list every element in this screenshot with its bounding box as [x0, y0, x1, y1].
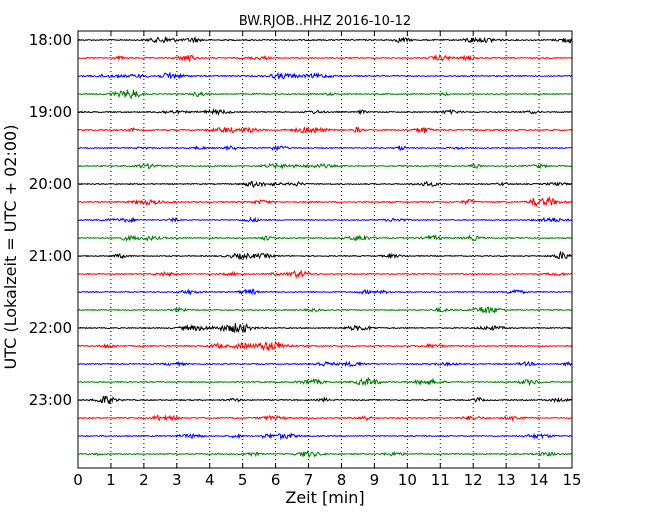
- x-tick-label: 2: [139, 471, 149, 489]
- x-tick-label: 7: [304, 471, 314, 489]
- y-axis-ticks: 18:00 19:00 20:00 21:00 22:00 23:00: [29, 31, 572, 409]
- trace-line: [77, 107, 573, 116]
- x-tick-label: 8: [337, 471, 347, 489]
- trace-line: [77, 53, 573, 63]
- x-tick-label: 5: [238, 471, 248, 489]
- trace-line: [77, 340, 573, 352]
- trace-line: [77, 162, 573, 170]
- x-tick-label: 12: [464, 471, 483, 489]
- x-tick-label: 10: [398, 471, 417, 489]
- x-tick-label: 15: [562, 471, 581, 489]
- y-tick-label: 19:00: [29, 103, 72, 121]
- trace-line: [77, 288, 573, 296]
- trace-line: [77, 269, 573, 280]
- trace-line: [77, 360, 573, 368]
- x-tick-label: 6: [271, 471, 281, 489]
- x-tick-label: 9: [370, 471, 380, 489]
- trace-line: [77, 195, 573, 208]
- trace-line: [77, 395, 573, 405]
- trace-line: [77, 250, 572, 261]
- trace-line: [77, 216, 573, 224]
- x-tick-label: 1: [106, 471, 116, 489]
- y-tick-label: 21:00: [29, 247, 72, 265]
- trace-line: [77, 323, 573, 334]
- y-axis-label: UTC (Lokalzeit = UTC + 02:00): [1, 125, 20, 370]
- x-tick-label: 14: [530, 471, 549, 489]
- y-tick-label: 23:00: [29, 391, 72, 409]
- trace-line: [77, 376, 573, 387]
- trace-line: [77, 144, 573, 152]
- chart-title: BW.RJOB..HHZ 2016-10-12: [239, 14, 411, 29]
- trace-line: [77, 449, 573, 459]
- trace-line: [77, 35, 573, 44]
- grid-lines: [110, 31, 540, 468]
- trace-line: [77, 413, 573, 423]
- x-axis-ticks: 0 1 2 3 4 5 6 7 8 9 10 11 12 13 14 15: [73, 31, 582, 489]
- trace-line: [77, 71, 573, 80]
- x-axis-label: Zeit [min]: [285, 488, 364, 507]
- trace-line: [77, 233, 573, 242]
- y-tick-label: 20:00: [29, 175, 72, 193]
- trace-line: [77, 306, 573, 314]
- x-tick-label: 11: [431, 471, 450, 489]
- trace-line: [77, 126, 573, 135]
- x-tick-label: 0: [73, 471, 83, 489]
- trace-line: [77, 89, 573, 100]
- x-tick-label: 3: [172, 471, 182, 489]
- seismic-traces: [77, 35, 573, 459]
- plot-frame: [77, 30, 573, 469]
- trace-line: [77, 432, 573, 441]
- y-tick-label: 22:00: [29, 319, 72, 337]
- x-tick-label: 4: [205, 471, 215, 489]
- y-tick-label: 18:00: [29, 31, 72, 49]
- x-tick-label: 13: [497, 471, 516, 489]
- trace-line: [77, 180, 573, 189]
